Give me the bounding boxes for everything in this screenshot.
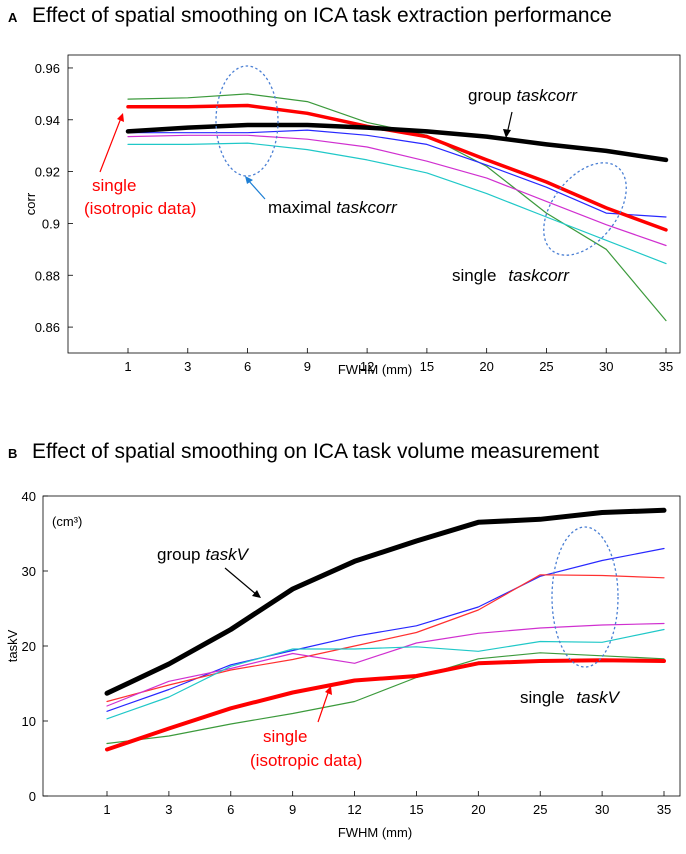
panel-a-arrowhead-group <box>503 129 511 138</box>
panel-a-ellipse-single <box>543 162 627 256</box>
panel-b-xtick-label: 9 <box>289 802 296 817</box>
panel-b-arrowhead-group <box>252 590 261 598</box>
panel-b-arrowhead-single-iso <box>325 686 332 695</box>
panel-b-series-single-cyan <box>106 628 665 720</box>
panel-b-unit-label: (cm³) <box>52 514 82 529</box>
panel-a-annotation-single-iso-2: (isotropic data) <box>84 199 196 218</box>
panel-a-ytick-label: 0.94 <box>35 113 60 128</box>
panel-a-title: Effect of spatial smoothing on ICA task … <box>32 4 612 27</box>
panel-b-annotation-single-iso-1: single <box>263 727 307 746</box>
panel-b-ellipse-single <box>551 526 619 668</box>
panel-b-ticks: 1 3 6 9 12 15 20 25 30 35 0 10 20 30 40 <box>22 489 672 817</box>
panel-b-xtick-label: 25 <box>533 802 547 817</box>
panel-b-series-single-red-thin <box>106 574 665 703</box>
panel-b-xtick-label: 12 <box>347 802 361 817</box>
panel-a-xtick-label: 3 <box>184 359 191 374</box>
panel-b-xtick-label: 30 <box>595 802 609 817</box>
panel-b-xtick-label: 3 <box>165 802 172 817</box>
panel-a-annotation-group: group taskcorr <box>468 86 578 105</box>
panel-b-ytick-label: 0 <box>29 789 36 804</box>
panel-a-ticks: 1 3 6 9 12 15 20 25 30 35 0.86 0.88 0.9 0.92 0.94 0.96 <box>35 61 674 374</box>
panel-b-series-single-magenta <box>106 622 665 707</box>
panel-a-ytick-label: 0.9 <box>42 216 60 231</box>
panel-b-ytick-label: 20 <box>22 639 36 654</box>
panel-a-xtick-label: 30 <box>599 359 613 374</box>
panel-b-title: Effect of spatial smoothing on ICA task … <box>32 440 599 463</box>
panel-a-xtick-label: 9 <box>304 359 311 374</box>
panel-b-annotation-single-iso-2: (isotropic data) <box>250 751 362 770</box>
panel-b-arrow-single-iso <box>317 689 330 723</box>
panel-b-xtick-label: 20 <box>471 802 485 817</box>
panel-a-ytick-label: 0.96 <box>35 61 60 76</box>
panel-b-series-group-taskv <box>104 507 667 696</box>
panel-a: A Effect of spatial smoothing on ICA tas… <box>8 4 681 377</box>
panel-a-annotation-single-iso-1: single <box>92 176 136 195</box>
panel-a-ellipse-maximal <box>215 65 279 177</box>
panel-b-annotation-single: single taskV <box>520 688 621 707</box>
panel-a-ytick-label: 0.86 <box>35 320 60 335</box>
panel-b-annotation-group: group taskV <box>157 545 250 564</box>
panel-b-lines <box>104 507 667 752</box>
panel-b-ytick-label: 40 <box>22 489 36 504</box>
panel-a-series-single-cyan <box>127 142 667 265</box>
panel-a-ytick-label: 0.88 <box>35 268 60 283</box>
panel-a-xtick-label: 35 <box>659 359 673 374</box>
panel-a-arrowhead-maximal <box>245 176 253 184</box>
panel-a-series-single-blue <box>127 129 667 218</box>
panel-a-letter: A <box>8 10 18 25</box>
panel-a-ytick-label: 0.92 <box>35 165 60 180</box>
panel-a-series-single-isotropic-data <box>126 103 668 232</box>
panel-a-plot-frame <box>67 54 681 354</box>
panel-b-xtick-label: 1 <box>103 802 110 817</box>
panel-b-series-single-isotropic-data <box>105 658 666 752</box>
panel-a-lines <box>125 93 669 322</box>
panel-a-annotation-single: single taskcorr <box>452 266 570 285</box>
panel-a-xtick-label: 12 <box>360 359 374 374</box>
panel-b: B Effect of spatial smoothing on ICA tas… <box>5 440 681 840</box>
panel-a-arrow-maximal <box>247 179 266 200</box>
panel-a-arrow-single-iso <box>99 117 122 173</box>
panel-b-xtick-label: 35 <box>657 802 671 817</box>
panel-a-series-group-taskcorr <box>125 122 669 163</box>
panel-b-ytick-label: 30 <box>22 564 36 579</box>
panel-b-xlabel: FWHM (mm) <box>338 825 412 840</box>
panel-a-series-single-magenta <box>127 134 667 247</box>
panel-a-ylabel: corr <box>23 192 38 215</box>
panel-b-letter: B <box>8 446 17 461</box>
panel-a-xtick-label: 25 <box>539 359 553 374</box>
panel-a-arrowhead-single-iso <box>117 113 124 122</box>
panel-a-annotation-maximal: maximal taskcorr <box>268 198 398 217</box>
panel-a-xtick-label: 15 <box>420 359 434 374</box>
panel-b-ylabel: taskV <box>5 629 20 662</box>
panel-a-xtick-label: 1 <box>124 359 131 374</box>
panel-b-xtick-label: 6 <box>227 802 234 817</box>
panel-a-xlabel: FWHM (mm) <box>338 362 412 377</box>
panel-a-xtick-label: 6 <box>244 359 251 374</box>
panel-a-xtick-label: 20 <box>479 359 493 374</box>
panel-b-series-single-green <box>106 652 665 745</box>
panel-b-ytick-label: 10 <box>22 714 36 729</box>
panel-b-arrow-group <box>224 567 258 596</box>
panel-b-xtick-label: 15 <box>409 802 423 817</box>
